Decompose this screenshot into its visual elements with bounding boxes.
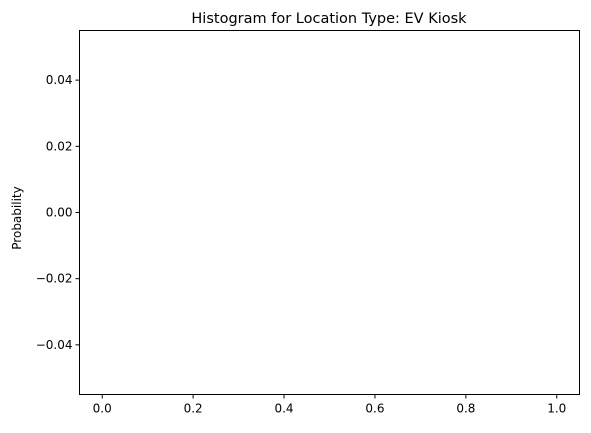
x-axis: 0.0 0.2 0.4 0.6 0.8 1.0 xyxy=(93,394,566,416)
y-axis: −0.04 −0.02 0.00 0.02 0.04 xyxy=(36,73,80,352)
y-axis-label: Probability xyxy=(10,186,24,249)
x-tick-label: 0.4 xyxy=(274,402,293,416)
y-tick-label: −0.04 xyxy=(36,338,73,352)
x-tick-label: 1.0 xyxy=(547,402,566,416)
y-tick-label: 0.00 xyxy=(46,206,73,220)
y-tick-label: 0.02 xyxy=(46,139,73,153)
x-tick-label: 0.8 xyxy=(456,402,475,416)
chart-title: Histogram for Location Type: EV Kiosk xyxy=(191,11,467,27)
y-tick-label: 0.04 xyxy=(46,73,73,87)
y-tick-label: −0.02 xyxy=(36,272,73,286)
x-tick-label: 0.0 xyxy=(93,402,112,416)
x-tick-label: 0.2 xyxy=(184,402,203,416)
x-tick-label: 0.6 xyxy=(365,402,384,416)
